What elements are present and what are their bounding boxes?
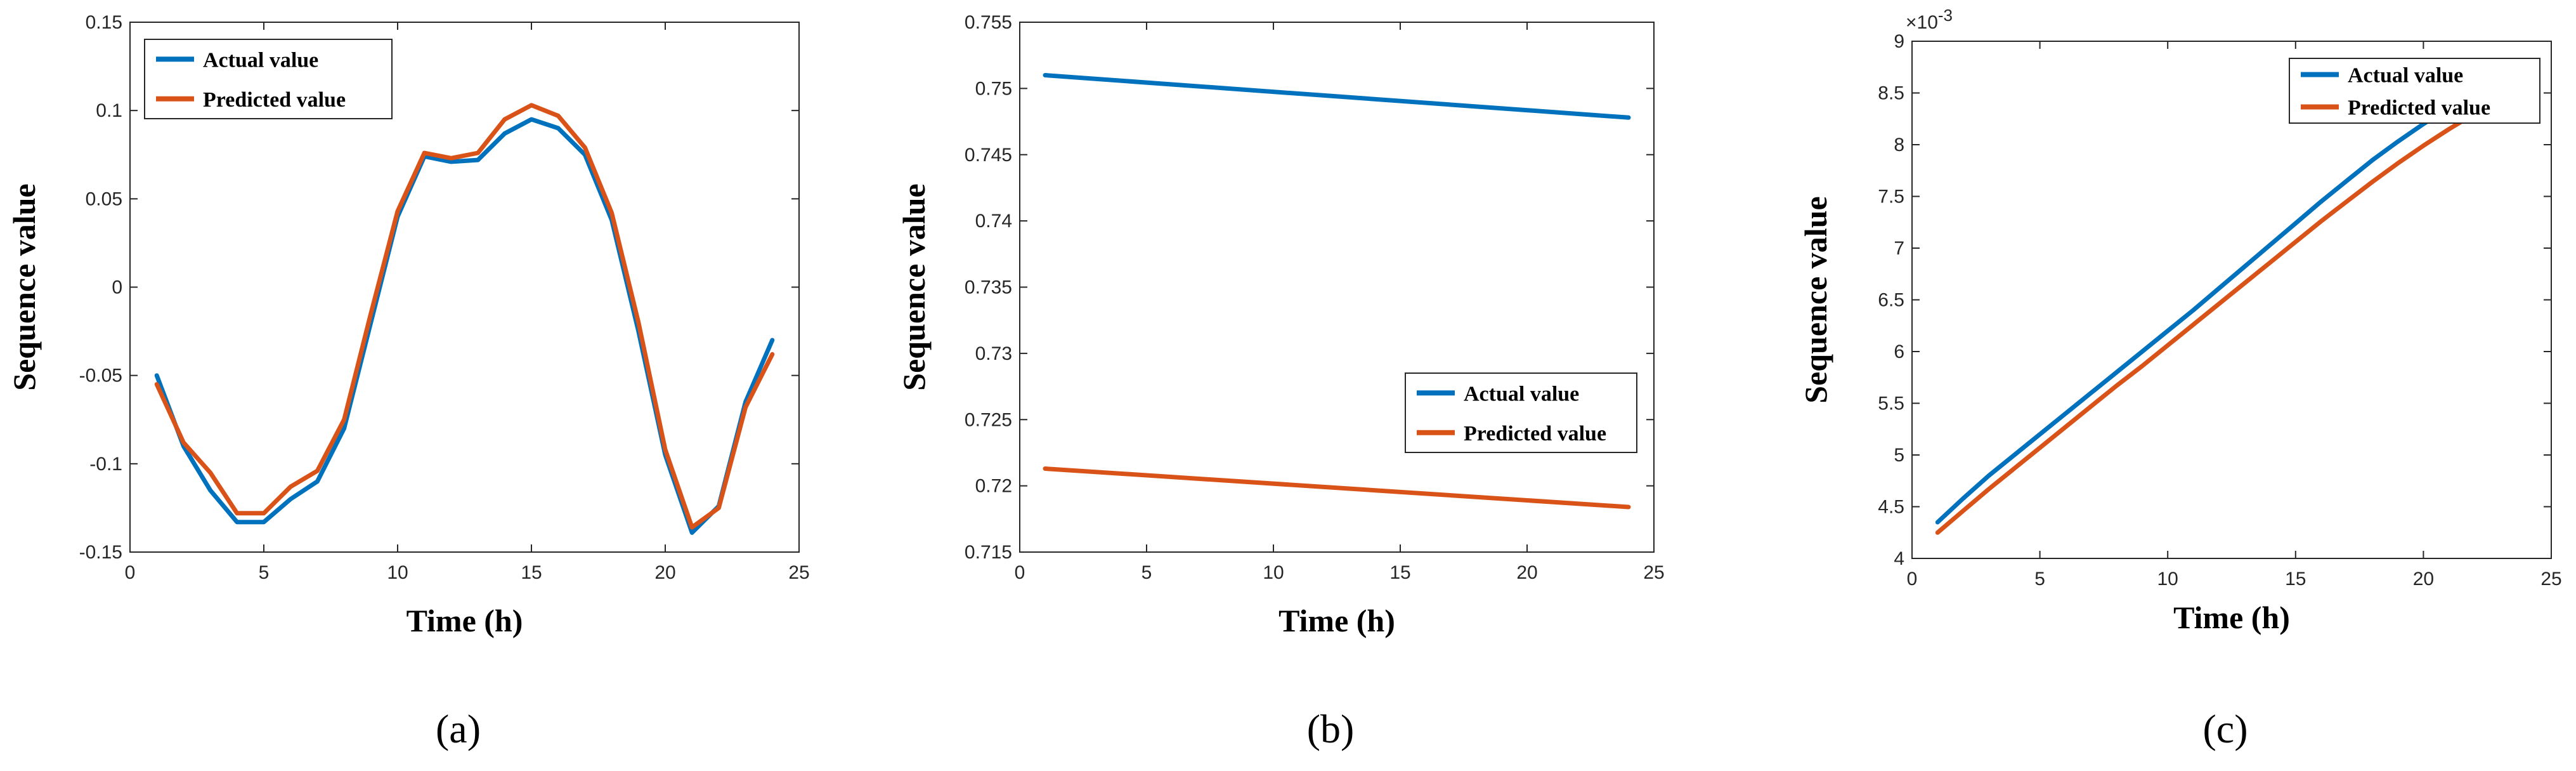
panel-caption: (c) <box>2202 706 2247 751</box>
y-axis-label: Sequence value <box>6 183 42 390</box>
chart-panel-1: 0 5 10 15 20 25 -0.15 -0.1 -0.05 0 0.05 0.1 0.15 Actu… <box>6 12 810 751</box>
x-tick-label: 5 <box>2034 569 2045 590</box>
y-tick-label: 5.5 <box>1878 393 1904 414</box>
panel-caption: (a) <box>436 706 481 751</box>
legend-label: Predicted value <box>203 88 346 112</box>
y-tick-label: 9 <box>1894 31 1904 52</box>
legend-label: Predicted value <box>2348 96 2490 120</box>
y-tick-label: 0.72 <box>975 476 1012 497</box>
y-tick-label: -0.15 <box>79 542 122 563</box>
y-tick-label: 5 <box>1894 445 1904 466</box>
y-tick-label: 6 <box>1894 341 1904 362</box>
x-tick-label: 15 <box>2285 569 2306 590</box>
y-tick-label: 8.5 <box>1878 83 1904 104</box>
y-tick-label: 0.755 <box>965 12 1012 33</box>
y-tick-label: 0 <box>112 277 122 298</box>
x-tick-label: 15 <box>1389 562 1410 583</box>
x-axis-label: Time (h) <box>407 603 523 638</box>
x-tick-label: 0 <box>1015 562 1025 583</box>
x-tick-label: 10 <box>387 562 408 583</box>
legend-box <box>144 39 393 119</box>
y-tick-label: -0.05 <box>79 366 122 386</box>
y-tick-label: 0.15 <box>86 12 122 33</box>
legend-box <box>1405 372 1637 453</box>
x-tick-label: 15 <box>521 562 542 583</box>
legend-box <box>2289 58 2540 124</box>
x-axis-label: Time (h) <box>2173 600 2290 635</box>
x-tick-label: 20 <box>2413 569 2434 590</box>
y-tick-label: 4.5 <box>1878 497 1904 518</box>
chart-panel-2: 0 5 10 15 20 25 0.715 0.72 0.725 0.73 0.735 0.74 0.7… <box>896 12 1665 751</box>
x-tick-label: 20 <box>654 562 675 583</box>
x-tick-label: 0 <box>1907 569 1918 590</box>
y-tick-label: 0.1 <box>96 100 122 121</box>
predicted-value-line <box>154 103 775 530</box>
y-axis-label: Sequence value <box>1798 196 1833 403</box>
legend: Actual value Predicted value <box>1405 372 1637 453</box>
y-tick-label: 0.75 <box>975 78 1012 99</box>
chart-panel-3: 0 5 10 15 20 25 4 4.5 5 5.5 6 6.5 7 7.5 8 8.5 9×10-3 Actu… <box>1798 6 2562 751</box>
x-tick-label: 10 <box>2157 569 2178 590</box>
x-tick-label: 0 <box>125 562 136 583</box>
y-tick-label: 0.74 <box>975 211 1012 232</box>
y-tick-label: 6.5 <box>1878 290 1904 311</box>
predicted-value-line <box>1043 466 1631 510</box>
y-tick-label: 4 <box>1894 548 1904 569</box>
actual-value-line <box>1043 73 1631 120</box>
x-tick-label: 5 <box>1142 562 1152 583</box>
x-tick-label: 25 <box>1643 562 1664 583</box>
legend-label: Actual value <box>203 48 318 72</box>
y-tick-label: 0.735 <box>965 277 1012 298</box>
y-tick-label: 7 <box>1894 238 1904 259</box>
x-tick-label: 25 <box>2540 569 2561 590</box>
y-axis-label: Sequence value <box>896 183 932 390</box>
x-tick-label: 5 <box>259 562 270 583</box>
y-tick-label: -0.1 <box>89 454 122 475</box>
y-tick-label: 0.73 <box>975 343 1012 364</box>
y-tick-label: 8 <box>1894 135 1904 155</box>
legend-label: Actual value <box>1464 382 1579 405</box>
panel-caption: (b) <box>1307 706 1355 751</box>
x-tick-label: 20 <box>1516 562 1537 583</box>
y-tick-label: 0.745 <box>965 145 1012 166</box>
y-axis-exponent: ×10-3 <box>1906 6 1953 33</box>
y-tick-label: 7.5 <box>1878 187 1904 208</box>
plot-area <box>1911 41 2552 559</box>
y-tick-label: 0.05 <box>86 188 122 209</box>
y-tick-label: 0.715 <box>965 542 1012 563</box>
x-tick-label: 25 <box>788 562 809 583</box>
predicted-value-line <box>1935 88 2528 535</box>
legend: Actual value Predicted value <box>2289 58 2540 124</box>
legend: Actual value Predicted value <box>144 39 393 119</box>
legend-label: Predicted value <box>1464 422 1606 445</box>
x-tick-label: 10 <box>1263 562 1284 583</box>
legend-label: Actual value <box>2348 64 2463 88</box>
y-tick-label: 0.725 <box>965 409 1012 430</box>
x-axis-label: Time (h) <box>1278 603 1395 638</box>
